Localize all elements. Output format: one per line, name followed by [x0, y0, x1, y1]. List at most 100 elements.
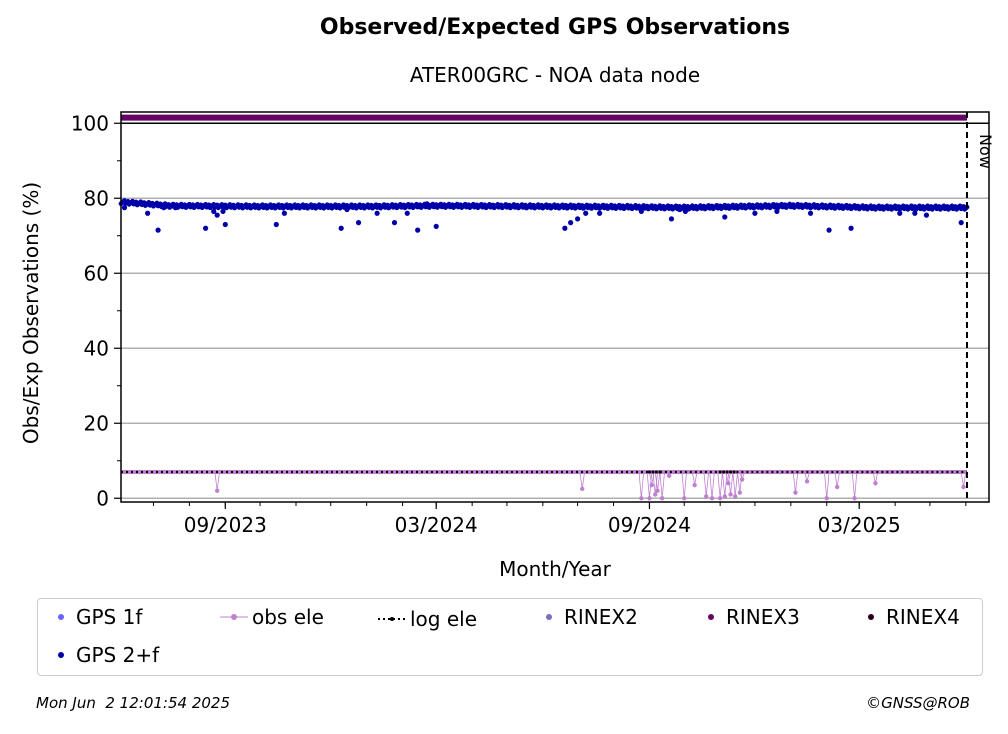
gps-2f-outlier [211, 208, 217, 214]
obs-ele-spike [960, 471, 967, 488]
gps-2f-outlier [568, 220, 574, 226]
obs-ele-spike [703, 471, 709, 497]
gps-2f-outlier [415, 227, 421, 233]
footer-copyright: ©GNSS@ROB [866, 694, 970, 712]
obs-ele-point [722, 494, 727, 499]
gps-2f-outlier [433, 223, 439, 229]
gps-2f-outlier [574, 216, 581, 222]
log-ele-point [729, 470, 733, 474]
axes-frame [120, 111, 990, 503]
gps-2f-outlier [273, 221, 279, 228]
data-layer [118, 112, 989, 502]
obs-ele-spike [717, 471, 723, 499]
obs-ele-spike [579, 471, 585, 489]
obs-ele-point [653, 492, 658, 497]
legend-item-gps-2f: GPS 2+f [50, 643, 159, 667]
legend-marker [700, 610, 722, 624]
plot-area: 0 20 40 60 80 100 09/2023 03/2024 09/2024 03/2025… [19, 111, 995, 581]
legend-label: RINEX4 [886, 605, 960, 629]
x-tick-label: 09/2023 [184, 513, 267, 537]
gps-2f-outlier [682, 208, 688, 214]
log-ele-point [732, 470, 736, 474]
obs-ele-point [793, 490, 798, 495]
legend: GPS 1f GPS 2+f obs ele log ele RINEX2 RI… [37, 598, 983, 676]
obs-ele-point [580, 486, 585, 492]
gps-2f-outlier [897, 210, 903, 216]
gps-2f-outlier [391, 220, 398, 226]
y-tick-label: 60 [84, 261, 109, 285]
gps-2f-outlier [202, 225, 209, 231]
gps-2f-outlier [281, 210, 288, 216]
gps-2f-outlier [220, 208, 226, 214]
obs-ele-point [728, 492, 733, 497]
obs-ele-spike [638, 471, 645, 499]
obs-ele-point [639, 496, 644, 501]
obs-ele-spike [851, 471, 858, 499]
legend-marker [220, 610, 248, 624]
x-tick-label: 03/2025 [818, 513, 901, 537]
legend-label: RINEX3 [726, 605, 800, 629]
gps-2f-outlier [676, 206, 683, 213]
obs-ele-point [852, 496, 857, 501]
gps-2f-outlier [145, 210, 151, 216]
gps-2f-outlier [583, 210, 589, 216]
legend-label: GPS 1f [76, 605, 143, 629]
obs-ele-spike [681, 471, 687, 499]
obs-ele-point [824, 496, 829, 501]
legend-label: RINEX2 [564, 605, 638, 629]
obs-ele-spike [709, 471, 715, 499]
legend-label: obs ele [252, 605, 324, 629]
legend-item-gps-1f: GPS 1f [50, 605, 142, 629]
obs-ele-point [214, 488, 220, 493]
obs-ele-spike [792, 471, 799, 493]
gps-2f-outlier [848, 225, 854, 231]
legend-label: GPS 2+f [76, 643, 160, 667]
legend-label: log ele [410, 607, 478, 631]
obs-ele-point [737, 490, 743, 495]
obs-ele-point [659, 496, 665, 501]
obs-ele-spike [732, 471, 738, 497]
gps-2f-outlier [172, 205, 179, 211]
legend-item-log-ele: log ele [378, 607, 477, 631]
obs-ele-point [709, 496, 715, 501]
gps-2f-outlier [668, 216, 675, 222]
obs-ele-point [961, 484, 966, 490]
obs-ele-point [804, 479, 810, 484]
gps-2f-outlier [424, 201, 430, 207]
legend-marker [378, 612, 406, 626]
x-tick-label: 09/2024 [608, 513, 691, 537]
chart-title: Observed/Expected GPS Observations [319, 15, 791, 40]
obs-ele-point [733, 494, 738, 499]
x-tick-label: 03/2024 [395, 513, 478, 537]
log-ele-point [658, 470, 662, 474]
y-axis-label: Obs/Exp Observations (%) [19, 182, 43, 444]
gps-2f-outlier [958, 220, 964, 226]
obs-ele-point [682, 496, 687, 501]
log-ele-point [722, 470, 726, 474]
obs-ele-spike [834, 471, 840, 488]
obs-ele-spike [824, 471, 830, 499]
legend-item-rinex2: RINEX2 [538, 605, 638, 629]
legend-marker [50, 610, 72, 624]
log-ele-point [725, 470, 729, 474]
obs-ele-point [692, 482, 697, 488]
log-ele-point [647, 470, 651, 474]
now-label: Now [976, 134, 995, 169]
gps-2f-outlier [161, 205, 167, 211]
legend-item-obs-ele: obs ele [220, 605, 324, 629]
y-tick-label: 100 [71, 111, 109, 135]
y-tick-label: 80 [84, 186, 109, 210]
obs-ele-point [704, 494, 709, 499]
legend-item-rinex3: RINEX3 [700, 605, 800, 629]
x-axis-label: Month/Year [499, 557, 612, 581]
gps-2f-outlier [155, 227, 161, 233]
obs-ele-point [655, 488, 660, 493]
gps-2f-outlier [214, 212, 220, 218]
gps-2f-outlier [826, 227, 832, 233]
gps-2f-outlier [562, 225, 568, 231]
gps-2f-outlier [338, 225, 344, 231]
gps-2f-outlier [912, 210, 918, 216]
obs-ele-spike [659, 471, 665, 499]
obs-ele-spike [737, 471, 743, 493]
obs-ele-point [666, 473, 672, 478]
